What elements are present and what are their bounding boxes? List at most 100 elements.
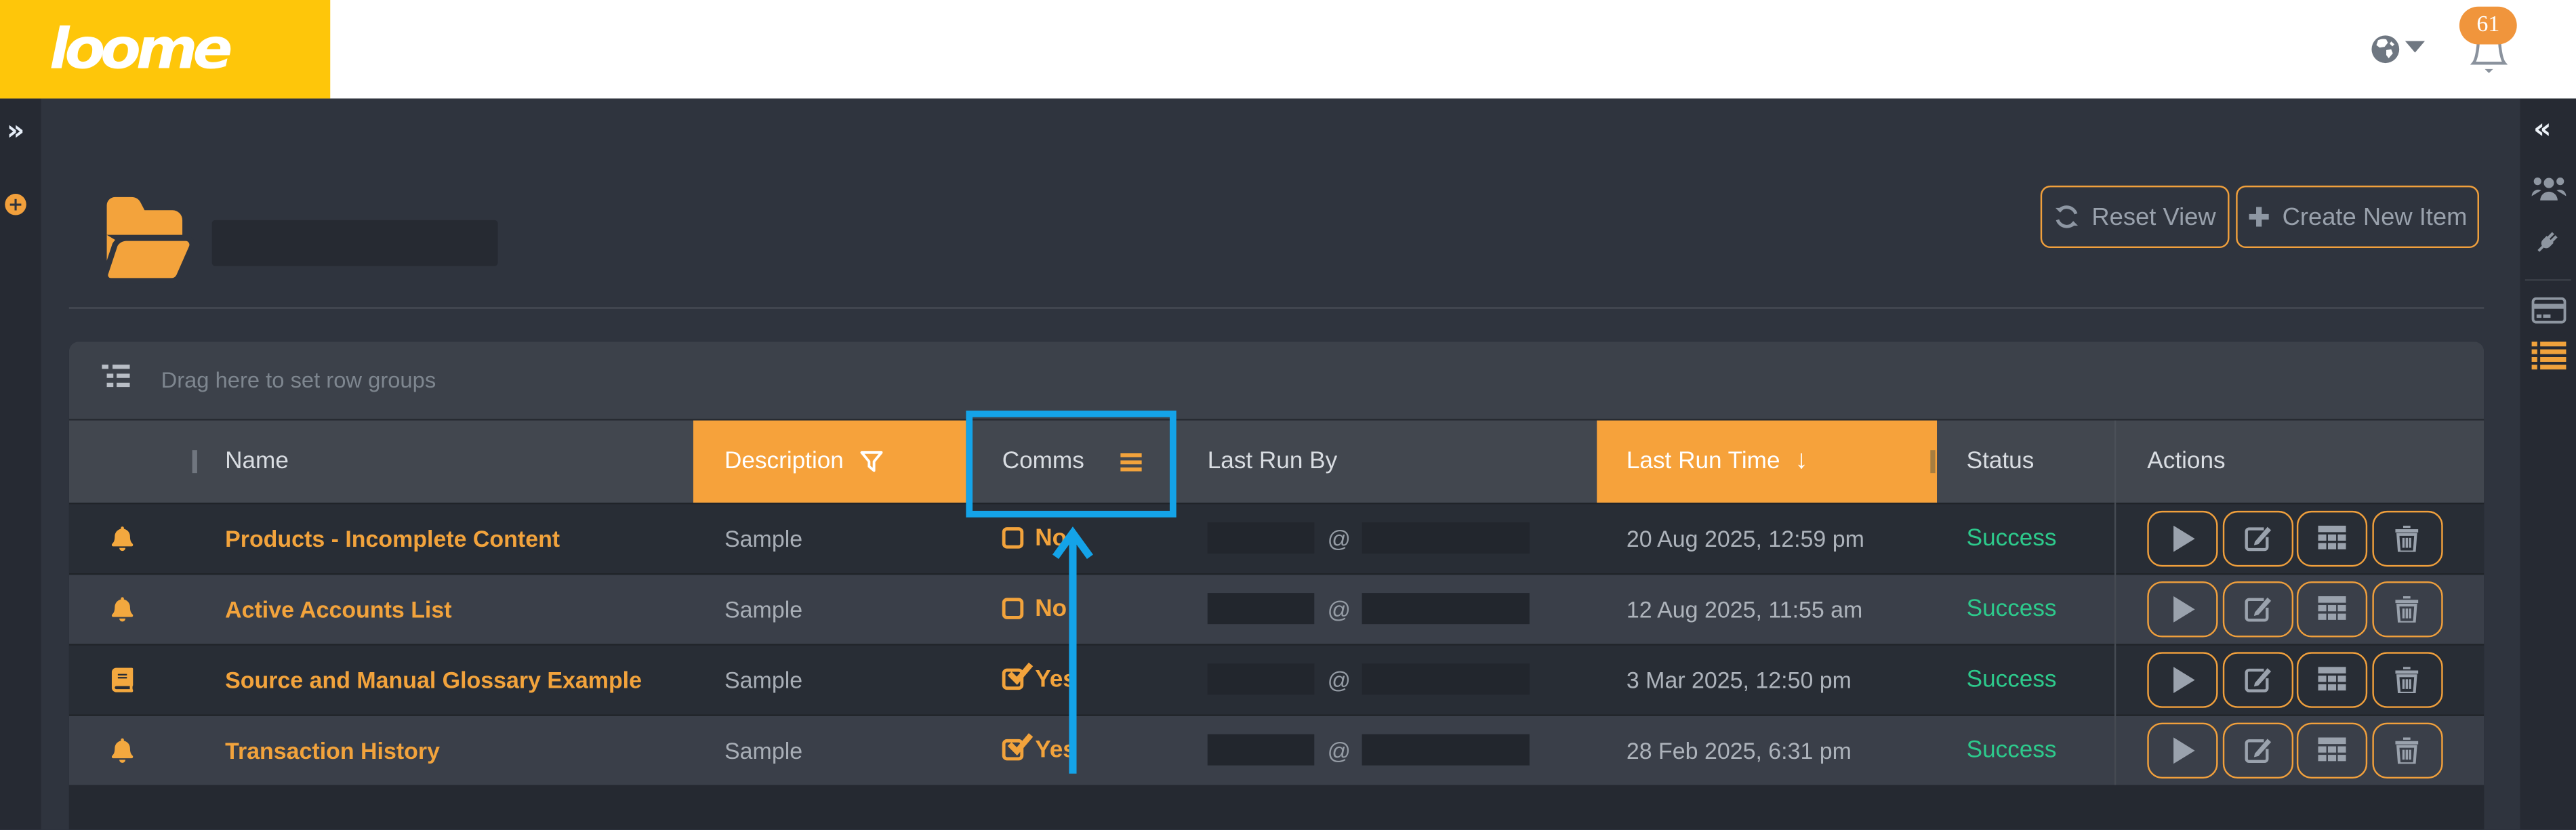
grid-header-row: Name Description Comms bbox=[68, 420, 2485, 503]
actions-cell bbox=[2114, 644, 2484, 715]
plug-icon[interactable] bbox=[2532, 227, 2563, 266]
edit-button[interactable] bbox=[2222, 510, 2293, 566]
expand-chevrons-icon[interactable]: » bbox=[6, 115, 25, 148]
users-icon[interactable] bbox=[2531, 175, 2567, 210]
table-row[interactable]: Transaction History Sample Yes @ 28 Feb … bbox=[68, 714, 2485, 785]
item-type-cell bbox=[69, 503, 192, 573]
app-body: » + Reset View bbox=[0, 98, 2576, 830]
description-cell: Sample bbox=[693, 644, 966, 714]
loome-logo[interactable]: loome bbox=[0, 0, 331, 99]
redacted-domain bbox=[1362, 522, 1530, 554]
notifications-bell-icon[interactable] bbox=[2468, 39, 2510, 75]
edit-button[interactable] bbox=[2222, 722, 2293, 778]
item-type-cell bbox=[69, 714, 192, 785]
status-badge: Success bbox=[1966, 524, 2057, 552]
view-table-button[interactable] bbox=[2296, 580, 2368, 637]
header-status[interactable]: Status bbox=[1930, 421, 2114, 503]
header-last-run-by[interactable]: Last Run By bbox=[1207, 448, 1338, 475]
status-cell: Success bbox=[1937, 644, 2114, 714]
run-button[interactable] bbox=[2147, 651, 2218, 707]
create-new-item-button[interactable]: Create New Item bbox=[2236, 185, 2479, 249]
main-content: Reset View Create New Item bbox=[41, 98, 2520, 830]
view-table-button[interactable] bbox=[2296, 722, 2368, 778]
table-row[interactable]: Active Accounts List Sample No @ 12 Aug … bbox=[68, 573, 2485, 644]
edit-button[interactable] bbox=[2222, 651, 2293, 707]
book-icon bbox=[111, 667, 134, 692]
comms-cell: No bbox=[966, 503, 1176, 573]
header-comms[interactable]: Comms bbox=[966, 421, 1176, 503]
item-name-link[interactable]: Products - Incomplete Content bbox=[225, 524, 560, 552]
last-run-time-text: 20 Aug 2025, 12:59 pm bbox=[1626, 524, 1864, 552]
delete-button[interactable] bbox=[2371, 722, 2442, 778]
delete-button[interactable] bbox=[2371, 651, 2442, 707]
comms-checkbox[interactable] bbox=[1002, 527, 1024, 549]
header-icon-column bbox=[69, 421, 192, 503]
language-caret-icon[interactable] bbox=[2405, 41, 2425, 63]
item-type-cell bbox=[69, 644, 192, 714]
redacted-username bbox=[1207, 522, 1315, 554]
redacted-username bbox=[1207, 663, 1315, 695]
last-run-by-cell: @ bbox=[1177, 573, 1597, 644]
create-new-item-label: Create New Item bbox=[2282, 203, 2468, 231]
globe-icon[interactable] bbox=[2371, 35, 2400, 64]
redacted-domain bbox=[1362, 734, 1530, 766]
view-table-button[interactable] bbox=[2296, 510, 2368, 566]
logo-text: loome bbox=[49, 17, 233, 81]
comms-checkbox[interactable] bbox=[1002, 598, 1024, 619]
row-group-hint: Drag here to set row groups bbox=[161, 368, 436, 393]
description-text: Sample bbox=[724, 665, 803, 692]
card-icon[interactable] bbox=[2531, 297, 2567, 332]
actions-cell bbox=[2114, 714, 2484, 785]
header-last-run-time[interactable]: Last Run Time ↓ bbox=[1597, 420, 1938, 503]
edit-button[interactable] bbox=[2222, 580, 2293, 637]
collapse-chevrons-icon[interactable]: « bbox=[2533, 113, 2552, 146]
status-badge: Success bbox=[1966, 595, 2057, 622]
column-resize-handle[interactable] bbox=[192, 450, 197, 474]
left-sidebar: » + bbox=[0, 98, 41, 830]
table-row[interactable]: Source and Manual Glossary Example Sampl… bbox=[68, 644, 2485, 715]
delete-button[interactable] bbox=[2371, 510, 2442, 566]
comms-value: Yes bbox=[1035, 665, 1076, 692]
run-button[interactable] bbox=[2147, 510, 2218, 566]
grid-rows: Products - Incomplete Content Sample No … bbox=[68, 502, 2485, 785]
item-name-link[interactable]: Active Accounts List bbox=[225, 595, 452, 622]
items-grid: Drag here to set row groups Name Descrip… bbox=[68, 341, 2485, 830]
name-cell: Transaction History bbox=[192, 714, 693, 785]
filter-funnel-icon bbox=[859, 451, 882, 472]
item-type-cell bbox=[69, 573, 192, 644]
page-title-redacted bbox=[211, 220, 498, 266]
delete-button[interactable] bbox=[2371, 580, 2442, 637]
name-cell: Source and Manual Glossary Example bbox=[192, 644, 693, 714]
description-text: Sample bbox=[724, 736, 803, 763]
redacted-username bbox=[1207, 734, 1315, 766]
header-description[interactable]: Description bbox=[693, 420, 966, 503]
reset-view-button[interactable]: Reset View bbox=[2040, 185, 2230, 249]
comms-checkbox[interactable] bbox=[1002, 662, 1034, 690]
comms-checkbox[interactable] bbox=[1002, 733, 1034, 761]
run-button[interactable] bbox=[2147, 722, 2218, 778]
at-separator: @ bbox=[1327, 524, 1351, 552]
comms-cell: No bbox=[966, 573, 1176, 644]
run-button[interactable] bbox=[2147, 580, 2218, 637]
header-name[interactable]: Name bbox=[192, 421, 693, 503]
row-groups-icon bbox=[102, 365, 130, 396]
right-sidebar: « bbox=[2520, 98, 2576, 830]
item-name-link[interactable]: Source and Manual Glossary Example bbox=[225, 665, 642, 692]
column-resize-handle[interactable] bbox=[1930, 450, 1936, 474]
description-text: Sample bbox=[724, 595, 803, 622]
column-menu-icon[interactable] bbox=[1120, 452, 1142, 471]
item-name-link[interactable]: Transaction History bbox=[225, 736, 440, 763]
header-actions: Actions bbox=[2114, 420, 2484, 503]
add-circle-icon[interactable]: + bbox=[5, 194, 26, 215]
notification-count-badge[interactable]: 61 bbox=[2459, 6, 2517, 45]
last-run-time-cell: 12 Aug 2025, 11:55 am bbox=[1597, 573, 1937, 644]
last-run-time-cell: 3 Mar 2025, 12:50 pm bbox=[1597, 644, 1937, 714]
last-run-by-cell: @ bbox=[1177, 714, 1597, 785]
list-icon-active[interactable] bbox=[2531, 341, 2567, 377]
table-row[interactable]: Products - Incomplete Content Sample No … bbox=[68, 502, 2485, 574]
description-cell: Sample bbox=[693, 714, 966, 785]
status-cell: Success bbox=[1937, 714, 2114, 785]
row-group-dropzone[interactable]: Drag here to set row groups bbox=[68, 341, 2485, 421]
last-run-time-text: 3 Mar 2025, 12:50 pm bbox=[1626, 665, 1852, 692]
view-table-button[interactable] bbox=[2296, 651, 2368, 707]
